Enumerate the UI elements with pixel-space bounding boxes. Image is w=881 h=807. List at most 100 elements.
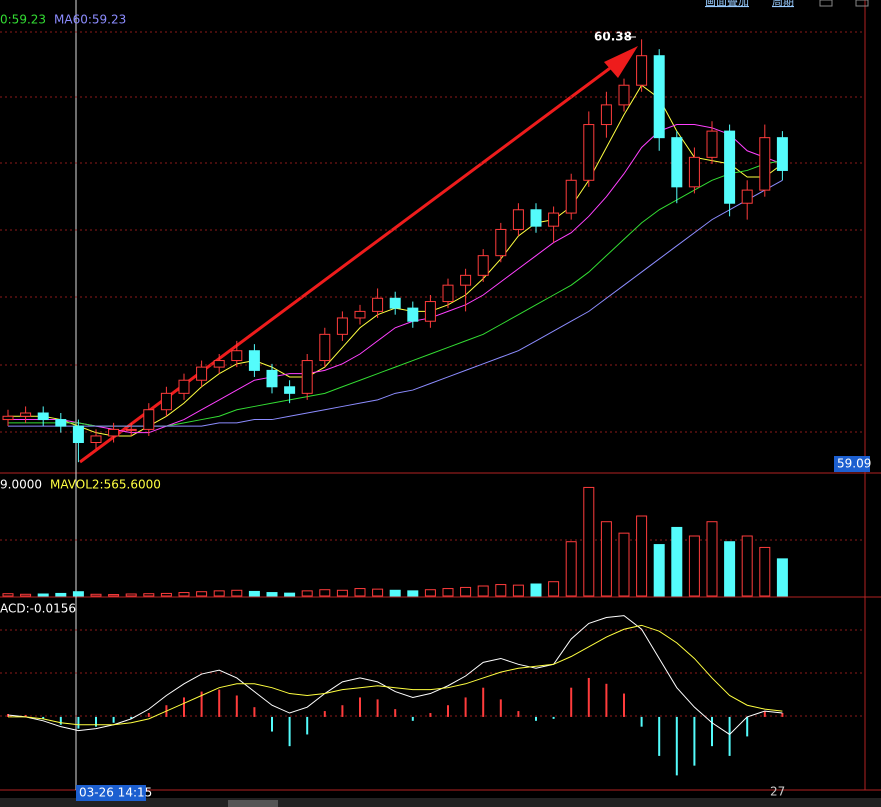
volume-bar	[160, 592, 172, 597]
candle-body	[530, 209, 542, 227]
candle-body	[688, 156, 700, 188]
volume-bar	[424, 589, 436, 597]
macd-bar	[59, 716, 62, 725]
candle-body	[301, 360, 313, 394]
candle-body	[424, 301, 436, 322]
volume-bar	[671, 526, 683, 597]
candle-body	[37, 412, 49, 421]
volume-bar	[37, 593, 49, 597]
macd-bar	[711, 716, 713, 747]
legend-entry: MAVOL2:565.6000	[50, 478, 161, 492]
volume-bar	[301, 590, 313, 597]
candle-body	[512, 209, 524, 230]
volume-bar	[548, 581, 560, 597]
volume-bar	[706, 521, 718, 597]
candle-body	[248, 350, 260, 371]
candle-body	[319, 333, 331, 362]
macd-bar	[394, 709, 397, 717]
candle-body	[143, 409, 155, 430]
volume-bar	[372, 588, 384, 597]
volume-bar	[108, 594, 120, 597]
volume-bar	[653, 544, 665, 597]
volume-bar	[776, 558, 788, 597]
macd-bar	[147, 713, 150, 717]
macd-bar	[587, 677, 590, 717]
volume-bar	[530, 583, 542, 597]
candle-body	[213, 360, 225, 368]
cursor-time: 03-26 14:15	[79, 786, 152, 800]
volume-bar	[125, 593, 137, 597]
candle-body	[706, 130, 718, 158]
volume-bar	[354, 588, 366, 597]
candle-body	[55, 419, 67, 427]
indicator-line	[8, 124, 783, 434]
arrow-head	[604, 46, 638, 78]
candle-body	[741, 189, 753, 204]
volume-bar	[20, 593, 32, 597]
candle-body	[108, 428, 120, 437]
volume-bar	[477, 585, 489, 597]
macd-bar	[605, 683, 608, 717]
macd-bar	[728, 716, 731, 756]
macd-bar	[675, 716, 678, 776]
indicator-line	[8, 179, 783, 427]
legend-entry: 9.0000	[0, 478, 42, 492]
macd-bar	[781, 713, 784, 717]
macd-bar	[288, 716, 291, 747]
candle-body	[125, 428, 137, 431]
macd-bar	[658, 716, 661, 756]
candle-body	[72, 425, 84, 444]
window-button[interactable]	[819, 0, 833, 7]
candle-body	[266, 369, 278, 388]
toolbar-button[interactable]: 画面叠加	[705, 0, 749, 8]
macd-bar	[112, 716, 115, 723]
candle-body	[407, 307, 419, 322]
indicator-line	[7, 615, 783, 736]
legend-entry: ACD:-0.0156	[0, 602, 76, 616]
volume-bar	[495, 584, 507, 597]
candle-body	[636, 55, 648, 86]
macd-bar	[271, 716, 273, 732]
indicator-line	[8, 624, 783, 726]
candle-body	[442, 284, 454, 303]
macd-bar	[24, 714, 27, 717]
candle-body	[336, 317, 348, 335]
candle-body	[671, 137, 683, 188]
macd-bar	[77, 716, 80, 729]
macd-bar	[517, 711, 520, 717]
candle-body	[618, 84, 630, 106]
macd-bar	[130, 716, 133, 719]
macd-bar	[552, 716, 555, 719]
volume-bar	[72, 591, 84, 597]
window-button[interactable]	[855, 0, 869, 7]
volume-bar	[759, 546, 771, 597]
volume-bar	[512, 584, 524, 597]
macd-bar	[429, 713, 432, 717]
volume-bar	[231, 589, 243, 597]
candle-body	[759, 137, 771, 191]
macd-bar	[464, 697, 467, 717]
candle-body	[284, 386, 296, 394]
volume-bar	[90, 593, 102, 597]
volume-bar	[178, 592, 190, 597]
volume-bar	[724, 541, 736, 597]
time-label-box	[76, 785, 146, 801]
volume-bar	[460, 586, 472, 597]
macd-bar	[306, 716, 309, 735]
macd-bar	[447, 705, 449, 717]
macd-bar	[376, 699, 379, 717]
volume-bar	[407, 590, 419, 597]
high-label: 60.38	[594, 30, 632, 44]
macd-bar	[693, 716, 696, 766]
macd-bar	[499, 699, 502, 717]
volume-bar	[618, 532, 630, 597]
candle-body	[776, 137, 788, 171]
macd-bar	[95, 716, 97, 727]
candle-body	[600, 104, 612, 126]
macd-bar	[623, 693, 625, 717]
candle-body	[724, 130, 736, 204]
macd-bar	[42, 716, 45, 719]
toolbar-button[interactable]: 周期	[772, 0, 794, 8]
